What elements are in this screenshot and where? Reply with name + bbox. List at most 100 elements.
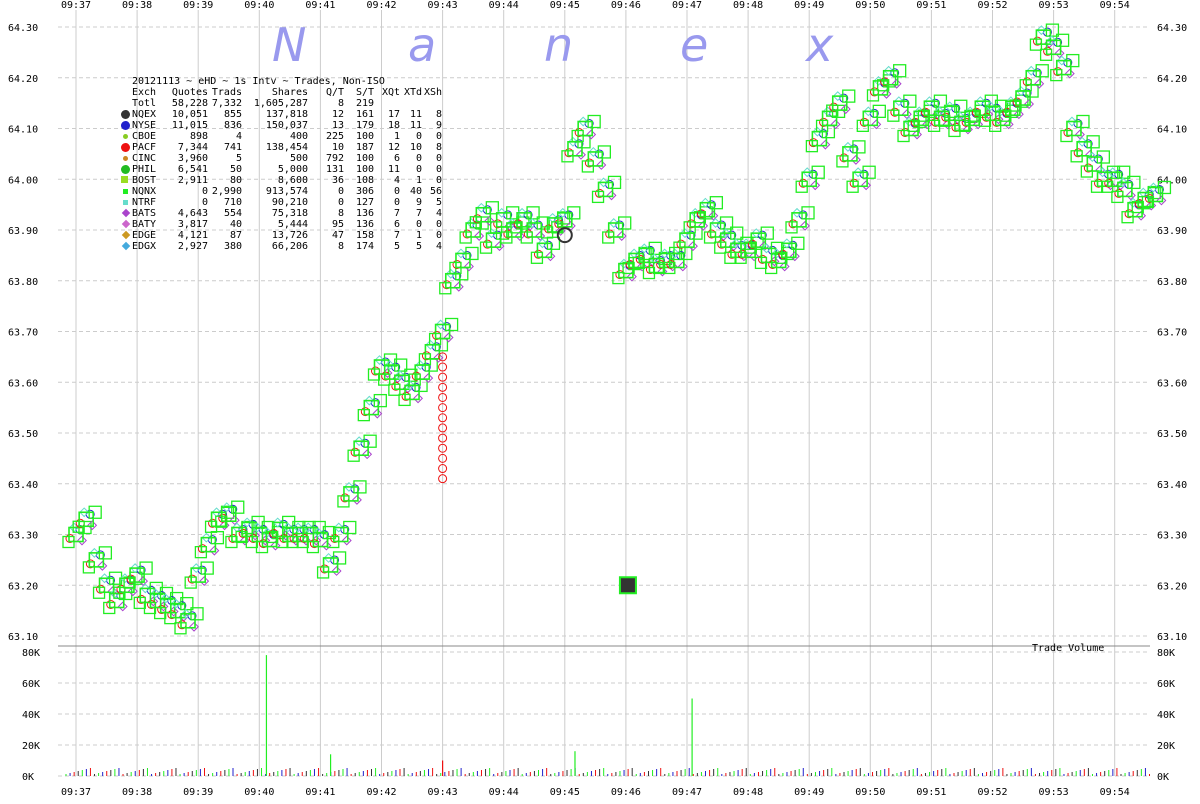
price-marker — [1054, 48, 1065, 59]
legend-cell: 136 — [355, 219, 374, 230]
price-marker — [581, 160, 594, 173]
price-marker — [159, 586, 174, 601]
legend-cell: 136 — [355, 208, 374, 219]
price-marker — [853, 167, 864, 178]
price-marker — [861, 180, 872, 191]
price-marker — [893, 100, 909, 116]
price-marker — [343, 486, 359, 502]
price-marker — [88, 505, 102, 519]
price-marker — [954, 115, 970, 132]
price-marker — [871, 119, 882, 130]
x-tick-label-top: 09:47 — [672, 0, 702, 11]
price-marker — [1029, 38, 1043, 51]
legend-cell: 0 — [415, 164, 422, 175]
price-marker — [568, 136, 578, 147]
price-marker — [897, 129, 910, 143]
legend-cell: 4,121 — [177, 230, 208, 241]
volume-title: Trade Volume — [1032, 643, 1104, 654]
price-marker — [1016, 86, 1026, 96]
price-marker — [770, 241, 785, 256]
legend-header: XQt — [381, 87, 400, 98]
legend-cell: 0 — [337, 186, 344, 197]
volume-tick-label-right: 0K — [1157, 772, 1169, 783]
price-marker — [413, 393, 423, 404]
price-marker — [576, 149, 586, 160]
price-marker — [628, 252, 644, 269]
legend-cell: 47 — [331, 230, 344, 241]
price-marker — [1107, 167, 1118, 178]
x-tick-label-bottom: 09:45 — [550, 787, 580, 798]
price-marker — [210, 531, 225, 545]
price-marker — [479, 241, 493, 254]
price-marker — [1090, 180, 1104, 193]
price-marker — [1055, 59, 1072, 76]
legend-cell: 108 — [355, 175, 374, 186]
legend-cell: 131 — [325, 164, 344, 175]
price-marker — [934, 106, 945, 117]
legend-cell: 8 — [337, 98, 344, 109]
legend-rows: NQEX 10,051 855 137,818 12 161 17 11 8 NYSE 11,015… — [118, 109, 442, 252]
x-tick-label-bottom: 09:37 — [61, 787, 91, 798]
legend-cell: NTRF — [132, 197, 157, 208]
legend-cell: 58,228 — [171, 98, 208, 109]
price-marker — [77, 535, 87, 546]
legend-symbol-icon — [118, 142, 132, 153]
legend-cell: 4 — [235, 131, 242, 142]
price-marker — [353, 440, 369, 457]
price-marker — [363, 434, 377, 448]
price-marker — [242, 517, 253, 528]
price-marker — [293, 522, 303, 533]
x-tick-label-bottom: 09:54 — [1100, 787, 1130, 798]
price-marker — [1025, 69, 1042, 86]
legend-cell: 7,332 — [211, 98, 242, 109]
legend-cell: NYSE — [132, 120, 157, 131]
pacf-marker — [438, 413, 448, 423]
legend-cell: 5 — [235, 153, 242, 164]
y-tick-label-right: 63.10 — [1157, 632, 1187, 643]
price-marker — [714, 241, 727, 254]
price-marker — [1101, 180, 1114, 193]
price-marker — [862, 110, 879, 127]
x-tick-label-bottom: 09:53 — [1039, 787, 1069, 798]
legend-cell: Totl — [132, 98, 157, 109]
price-marker — [363, 399, 380, 416]
price-marker — [842, 141, 853, 152]
price-marker — [901, 109, 912, 120]
price-marker — [561, 150, 574, 163]
legend-cell: 6 — [393, 153, 400, 164]
price-marker — [1076, 114, 1090, 129]
price-marker — [469, 216, 482, 229]
y-tick-label-left: 63.80 — [8, 277, 38, 288]
price-marker — [958, 119, 971, 132]
legend-cell: 66,206 — [271, 241, 308, 252]
y-tick-label-left: 63.60 — [8, 378, 38, 389]
price-marker — [710, 218, 721, 228]
legend-cell: 158 — [355, 230, 374, 241]
legend-cell: 75,318 — [271, 208, 308, 219]
price-marker — [327, 535, 340, 549]
legend-cell: 9 — [435, 120, 442, 131]
price-marker — [597, 145, 611, 159]
pacf-marker — [438, 392, 448, 402]
price-marker — [261, 520, 275, 535]
x-tick-label-bottom: 09:48 — [733, 787, 763, 798]
price-marker — [337, 495, 350, 508]
legend-cell: 13,726 — [271, 230, 308, 241]
legend-cell: 0 — [201, 197, 208, 208]
price-marker — [999, 109, 1012, 122]
volume-tick-label-left: 60K — [22, 679, 40, 690]
price-marker — [1141, 195, 1155, 209]
price-marker — [1096, 150, 1110, 164]
price-marker — [795, 180, 808, 193]
price-marker — [1045, 23, 1060, 37]
volume-tick-label-left: 0K — [22, 772, 34, 783]
price-marker — [220, 506, 237, 523]
price-marker — [1003, 119, 1014, 130]
price-marker — [677, 261, 688, 272]
price-marker — [415, 360, 426, 371]
brand-letter: n — [544, 18, 574, 72]
legend-cell: 0 — [435, 175, 442, 186]
price-marker — [255, 540, 269, 554]
price-marker — [456, 248, 466, 259]
legend-cell: 56 — [429, 186, 442, 197]
